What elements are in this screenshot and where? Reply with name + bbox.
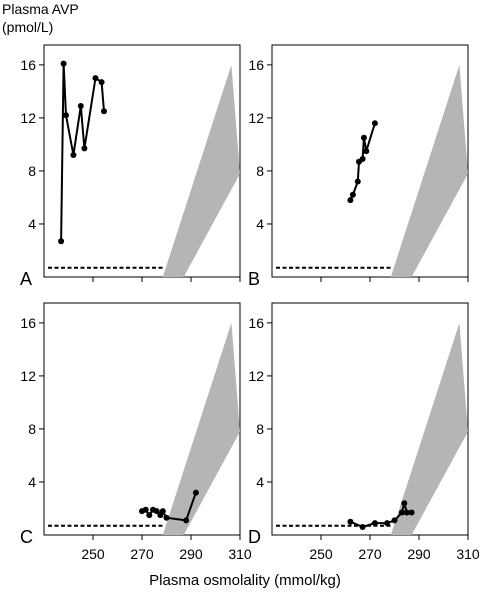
panel-d-label: D bbox=[248, 527, 261, 547]
panel-c-xtick-label-250: 250 bbox=[81, 546, 105, 562]
panel-d-point-3 bbox=[371, 520, 378, 527]
panel-d-point-1 bbox=[347, 518, 354, 525]
panel-c-ytick-label-8: 8 bbox=[28, 421, 36, 437]
panel-d-point-9 bbox=[408, 509, 415, 516]
panel-a-series-line bbox=[60, 62, 105, 242]
panel-c-ytick-label-12: 12 bbox=[20, 368, 36, 384]
panel-d-point-6 bbox=[398, 509, 405, 516]
panel-b-point-3 bbox=[354, 178, 361, 185]
panel-c-xtick-label-310: 310 bbox=[228, 546, 252, 562]
panel-d-ytick-label-12: 12 bbox=[248, 368, 264, 384]
panel-d-ytick-label-16: 16 bbox=[248, 315, 264, 331]
panel-b-point-1 bbox=[347, 197, 354, 204]
panel-b-point-7 bbox=[363, 148, 370, 155]
panel-b-label: B bbox=[248, 269, 260, 289]
panel-c-point-8 bbox=[163, 514, 170, 521]
panel-b-point-8 bbox=[371, 120, 378, 127]
panel-c-ytick-label-4: 4 bbox=[28, 474, 36, 490]
panel-a-point-2 bbox=[60, 60, 67, 67]
panel-d-point-4 bbox=[384, 520, 391, 527]
panel-c-xtick-label-270: 270 bbox=[130, 546, 154, 562]
panel-d-xtick-label-270: 270 bbox=[358, 546, 382, 562]
panel-a-point-7 bbox=[92, 75, 99, 82]
panel-a-ytick-label-16: 16 bbox=[20, 57, 36, 73]
panel-a-point-8 bbox=[98, 79, 105, 86]
panel-b-point-6 bbox=[360, 134, 367, 141]
panel-b-point-5 bbox=[359, 156, 366, 162]
panel-d-ytick-label-8: 8 bbox=[256, 421, 264, 437]
panel-a-ytick-label-8: 8 bbox=[28, 163, 36, 179]
y-axis-title-line1: Plasma AVP bbox=[2, 1, 79, 17]
panel-c-xtick-label-290: 290 bbox=[179, 546, 203, 562]
panel-b-ytick-label-16: 16 bbox=[248, 57, 264, 73]
panel-a-point-4 bbox=[70, 152, 77, 158]
panel-b-ytick-label-4: 4 bbox=[256, 216, 264, 232]
panel-c-point-9 bbox=[183, 517, 190, 524]
panel-c-label: C bbox=[20, 527, 33, 547]
panel-d-xtick-label-290: 290 bbox=[407, 546, 431, 562]
panel-a-ytick-label-12: 12 bbox=[20, 110, 36, 126]
panel-d-point-8 bbox=[403, 509, 410, 516]
panel-a-label: A bbox=[20, 269, 32, 289]
panel-c-point-10 bbox=[192, 489, 199, 496]
panel-d-normal-range bbox=[390, 322, 468, 535]
panel-a-point-6 bbox=[81, 145, 88, 152]
panel-c-point-5 bbox=[153, 508, 160, 515]
panel-d-xtick-label-250: 250 bbox=[309, 546, 333, 562]
panel-d-point-2 bbox=[359, 524, 366, 530]
panel-d-point-7 bbox=[401, 500, 408, 507]
panel-c-normal-range bbox=[162, 322, 240, 535]
y-axis-title-line2: (pmol/L) bbox=[2, 19, 54, 35]
panel-a-point-3 bbox=[63, 112, 69, 119]
panel-c-point-2 bbox=[142, 506, 149, 513]
panel-d-xtick-label-310: 310 bbox=[456, 546, 480, 562]
panel-a-normal-range bbox=[162, 64, 240, 278]
panel-c-point-3 bbox=[146, 512, 153, 519]
panel-b-normal-range bbox=[390, 64, 468, 278]
panel-b-ytick-label-12: 12 bbox=[248, 110, 264, 126]
panel-b-ytick-label-8: 8 bbox=[256, 163, 264, 179]
panel-a-point-9 bbox=[101, 108, 107, 115]
panel-d-ytick-label-4: 4 bbox=[256, 474, 264, 490]
panel-a-point-5 bbox=[77, 103, 84, 109]
x-axis-title: Plasma osmolality (mmol/kg) bbox=[149, 572, 341, 589]
panel-c-point-7 bbox=[159, 508, 166, 515]
panel-a-ytick-label-4: 4 bbox=[28, 216, 36, 232]
panel-c-ytick-label-16: 16 bbox=[20, 315, 36, 331]
panel-a-point-1 bbox=[58, 238, 65, 245]
panel-d-point-5 bbox=[391, 517, 398, 524]
panel-b-point-2 bbox=[349, 191, 356, 198]
